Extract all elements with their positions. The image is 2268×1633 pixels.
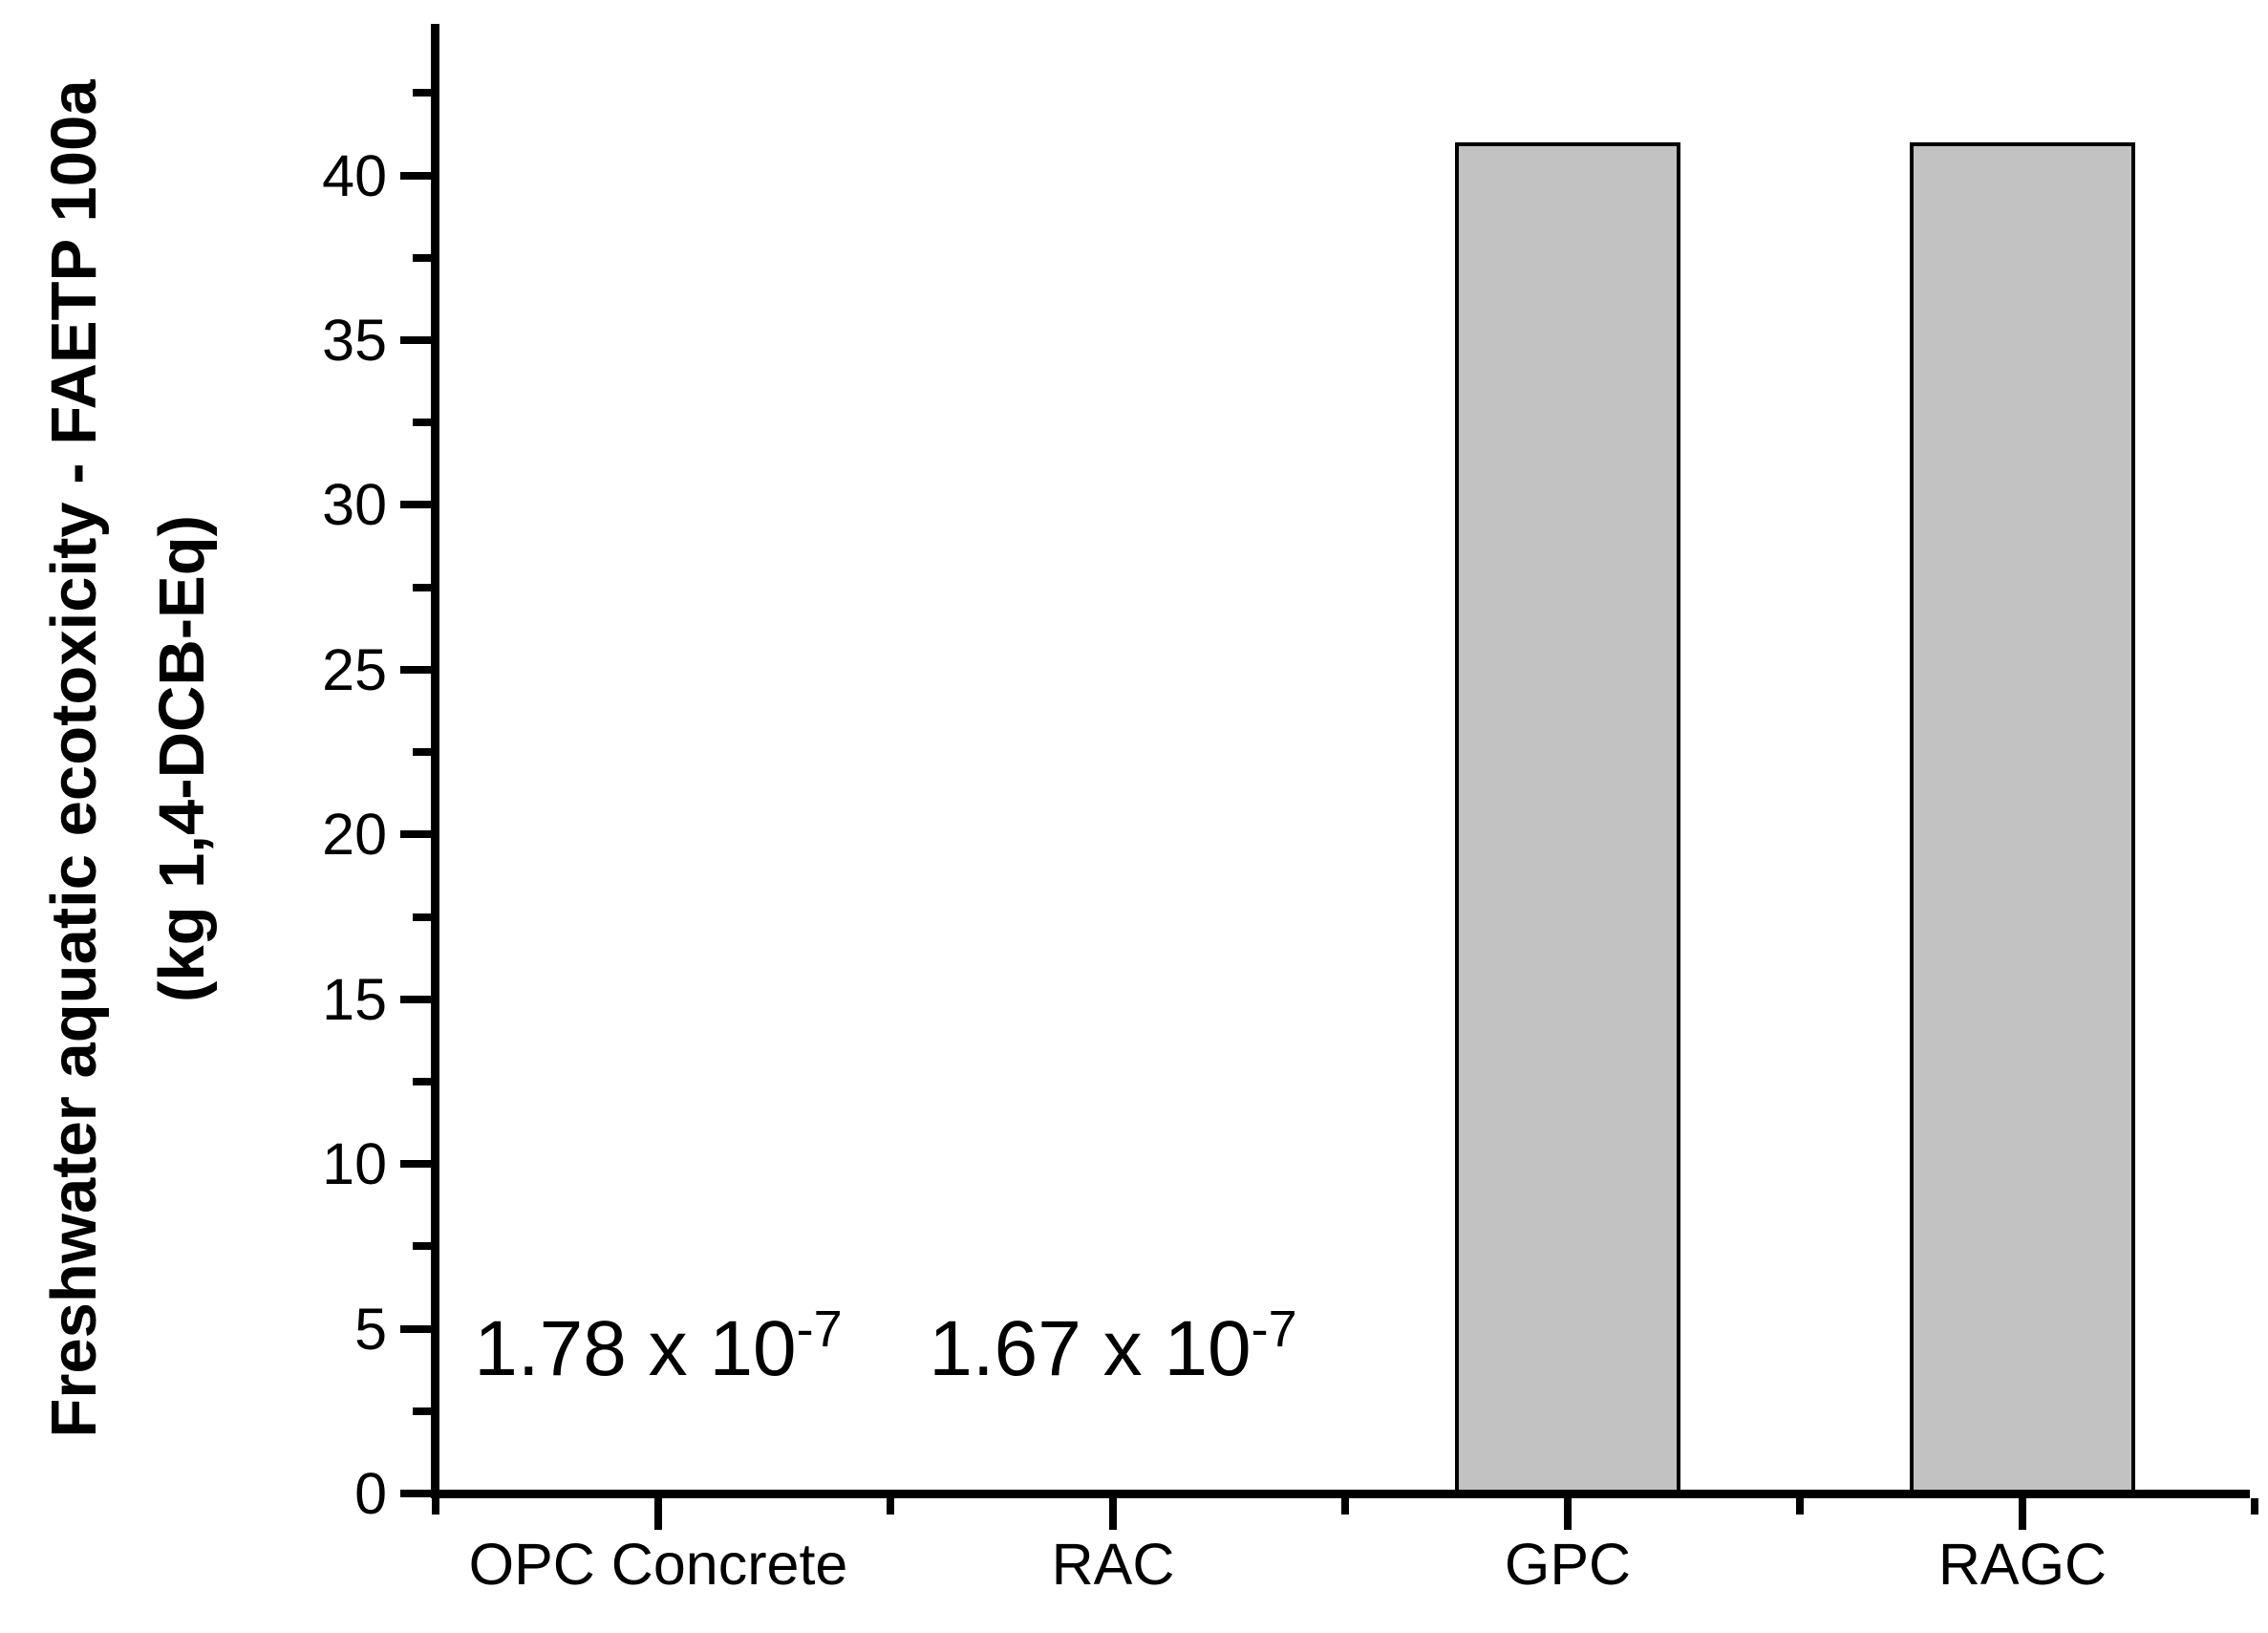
- x-category-tick: [1109, 1498, 1117, 1530]
- y-minor-tick: [413, 584, 431, 591]
- x-category-label: RAGC: [1937, 1532, 2108, 1597]
- x-category-label: OPC Concrete: [468, 1532, 848, 1597]
- y-tick-label: 20: [322, 802, 387, 867]
- x-boundary-tick: [2251, 1498, 2258, 1515]
- y-minor-tick: [413, 1242, 431, 1250]
- y-tick-label: 40: [322, 143, 387, 208]
- bar-annotation: 1.78 x 10-7: [474, 1300, 843, 1392]
- x-category-label: RAC: [1051, 1532, 1175, 1597]
- annotation-exponent: -7: [796, 1300, 843, 1358]
- y-axis-line: [431, 24, 439, 1498]
- y-major-tick: [400, 1325, 431, 1333]
- x-boundary-tick: [1796, 1498, 1804, 1515]
- x-boundary-tick: [432, 1498, 439, 1515]
- y-axis-title-line2: (kg 1,4-DCB-Eq): [146, 515, 218, 1002]
- y-minor-tick: [413, 913, 431, 921]
- y-minor-tick: [413, 1407, 431, 1415]
- y-tick-label: 5: [354, 1297, 387, 1362]
- x-category-tick: [2019, 1498, 2026, 1530]
- y-tick-label: 25: [322, 637, 387, 702]
- y-minor-tick: [413, 419, 431, 426]
- bar-annotation: 1.67 x 10-7: [929, 1300, 1297, 1392]
- y-major-tick: [400, 996, 431, 1003]
- x-category-tick: [654, 1498, 662, 1530]
- y-tick-label: 30: [322, 472, 387, 537]
- y-major-tick: [400, 666, 431, 674]
- x-category-tick: [1564, 1498, 1572, 1530]
- y-axis-title: Freshwater aquatic ecotoxicity - FAETP 1…: [20, 79, 236, 1437]
- y-major-tick: [400, 501, 431, 508]
- y-minor-tick: [413, 748, 431, 756]
- y-axis-title-line1: Freshwater aquatic ecotoxicity - FAETP 1…: [38, 79, 110, 1438]
- bar-ragc: [1910, 142, 2135, 1493]
- x-axis-line: [431, 1490, 2250, 1498]
- y-tick-label: 15: [322, 967, 387, 1032]
- y-major-tick: [400, 1490, 431, 1497]
- x-boundary-tick: [1341, 1498, 1349, 1515]
- y-major-tick: [400, 830, 431, 838]
- y-major-tick: [400, 172, 431, 180]
- y-tick-label: 10: [322, 1131, 387, 1196]
- y-minor-tick: [413, 1078, 431, 1085]
- y-minor-tick: [413, 89, 431, 97]
- y-major-tick: [400, 1160, 431, 1168]
- bar-gpc: [1455, 142, 1680, 1493]
- y-tick-label: 35: [322, 308, 387, 373]
- x-boundary-tick: [887, 1498, 894, 1515]
- x-category-label: GPC: [1504, 1532, 1632, 1597]
- y-minor-tick: [413, 254, 431, 262]
- annotation-exponent: -7: [1251, 1300, 1297, 1358]
- y-tick-label: 0: [354, 1461, 387, 1526]
- y-major-tick: [400, 336, 431, 344]
